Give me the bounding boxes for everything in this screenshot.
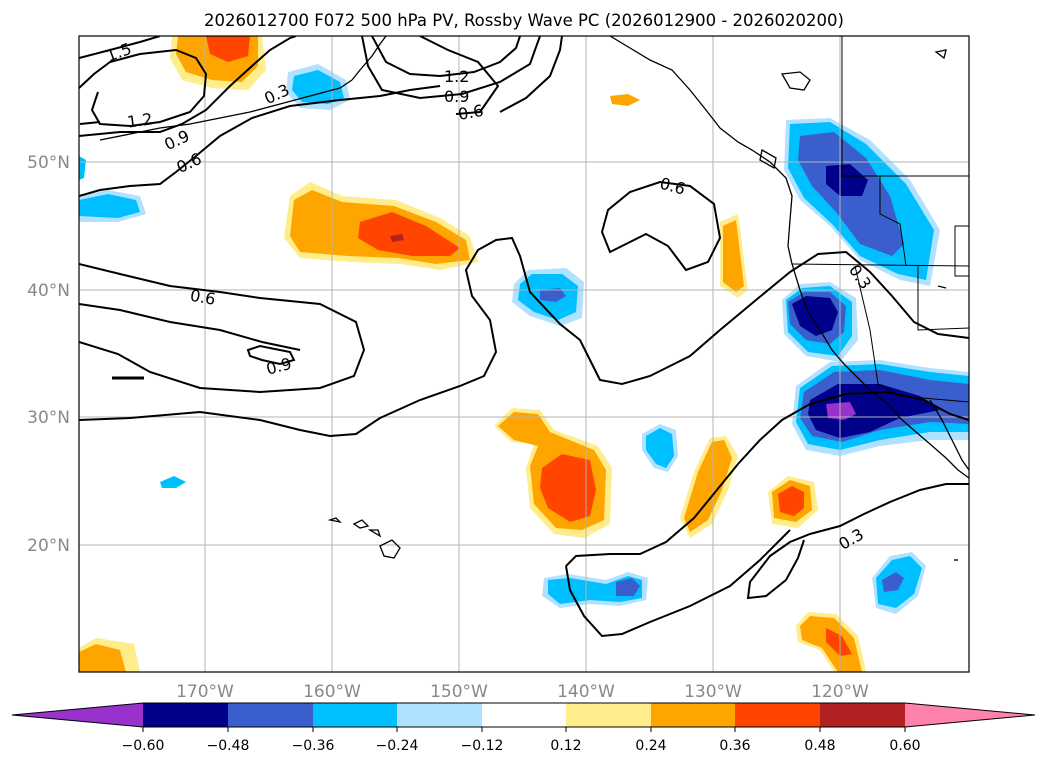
colorbar-tick-label: −0.24 — [376, 738, 419, 754]
positive-anomaly-125w-peak — [778, 486, 804, 516]
lon-label-140w: 140°W — [557, 682, 615, 702]
colorbar-tick-label: 0.48 — [804, 738, 835, 754]
colorbar-tick-label: 0.24 — [635, 738, 666, 754]
colorbar-ticks — [142, 727, 906, 732]
positive-anomaly-band-peak — [358, 212, 460, 256]
negative-anomaly-pnw-peak — [826, 164, 868, 196]
colorbar-segment — [820, 703, 905, 727]
graticule — [79, 36, 969, 672]
negative-anomaly-west-edge-core — [79, 194, 140, 218]
colorbar: −0.60 −0.48 −0.36 −0.24 −0.12 0.12 0.24 … — [11, 702, 1036, 754]
positive-anomaly-gulf-alaska — [610, 94, 640, 106]
contour-label: 0.6 — [189, 286, 217, 309]
colorbar-tick-label: −0.36 — [292, 738, 335, 754]
longitude-labels: 170°W 160°W 150°W 140°W 130°W 120°W — [176, 682, 869, 702]
colorbar-segment — [228, 703, 313, 727]
positive-anomaly-143w-peak — [540, 454, 596, 522]
colorbar-tick-labels: −0.60 −0.48 −0.36 −0.24 −0.12 0.12 0.24 … — [122, 738, 921, 754]
negative-anomaly-172w — [160, 476, 186, 488]
lat-label-30n: 30°N — [27, 408, 70, 428]
latitude-labels: 50°N 40°N 30°N 20°N — [27, 153, 70, 556]
contour-label: 1.2 — [126, 109, 154, 131]
negative-anomaly-143w-peak — [540, 288, 566, 302]
colorbar-segment — [651, 703, 735, 727]
lon-label-170w: 170°W — [176, 682, 234, 702]
lat-label-20n: 20°N — [27, 536, 70, 556]
colorbar-segment — [482, 703, 566, 727]
positive-anomaly-southwest-corner-core — [79, 644, 126, 672]
lon-label-160w: 160°W — [303, 682, 361, 702]
negative-anomaly-california-peak — [792, 296, 838, 336]
colorbar-extend-min — [12, 703, 143, 727]
political-borders — [791, 36, 969, 403]
colorbar-segment — [143, 703, 228, 727]
negative-anomaly-aleutians-core — [292, 70, 344, 104]
lat-label-40n: 40°N — [27, 281, 70, 301]
colorbar-tick-label: 0.12 — [550, 738, 581, 754]
contour-label: 0.6 — [457, 101, 485, 124]
colorbar-segment — [566, 703, 651, 727]
negative-anomaly-140w-south-peak — [616, 578, 640, 596]
colorbar-segment — [313, 703, 397, 727]
colorbar-segment — [735, 703, 820, 727]
negative-anomaly-southwest-max — [826, 402, 856, 420]
positive-anomaly-131w-core — [684, 440, 732, 532]
colorbar-tick-label: 0.36 — [719, 738, 750, 754]
colorbar-extend-max — [905, 703, 1035, 727]
positive-anomaly-122w-peak — [826, 628, 852, 656]
lat-label-50n: 50°N — [27, 153, 70, 173]
colorbar-tick-label: 0.60 — [889, 738, 920, 754]
negative-anomaly-southwest-peak — [808, 384, 940, 438]
plot-frame — [78, 35, 970, 673]
positive-anomaly-170w-peak — [206, 36, 250, 62]
negative-anomaly-117w-peak — [882, 572, 904, 592]
positive-anomaly-129w-core — [723, 220, 744, 292]
colorbar-segment — [397, 703, 482, 727]
lon-label-120w: 120°W — [811, 682, 869, 702]
negative-anomaly-136w-core — [646, 428, 674, 468]
lon-label-150w: 150°W — [430, 682, 488, 702]
colorbar-tick-label: −0.12 — [461, 738, 504, 754]
colorbar-tick-label: −0.48 — [207, 738, 250, 754]
pv-contours — [79, 36, 969, 638]
map-title: 2026012700 F072 500 hPa PV, Rossby Wave … — [204, 11, 844, 30]
lon-label-130w: 130°W — [684, 682, 742, 702]
contour-label: 1.2 — [444, 67, 469, 86]
positive-anomaly-band-max — [390, 234, 404, 242]
colorbar-tick-label: −0.60 — [122, 738, 165, 754]
contour-label: 0.9 — [444, 87, 469, 106]
